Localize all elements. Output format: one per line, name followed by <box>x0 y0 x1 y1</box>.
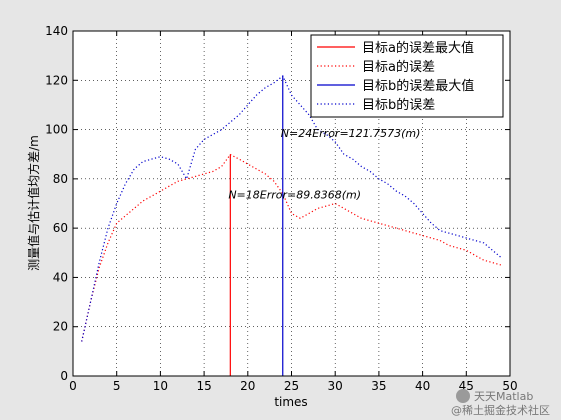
y-tick-label: 40 <box>53 270 68 284</box>
x-tick-label: 20 <box>240 379 255 393</box>
x-tick-label: 30 <box>328 379 343 393</box>
legend-box <box>310 34 504 118</box>
y-tick-label: 140 <box>45 24 68 38</box>
legend-label-2: 目标a的误差 <box>362 59 435 75</box>
x-tick-label: 25 <box>284 379 299 393</box>
x-tick-label: 40 <box>415 379 430 393</box>
y-tick-label: 120 <box>45 73 68 87</box>
annotation-a: N=18Error=89.8368(m) <box>228 189 361 202</box>
x-tick-label: 10 <box>153 379 168 393</box>
y-tick-label: 60 <box>53 221 68 235</box>
y-tick-label: 0 <box>60 369 68 383</box>
x-tick-label: 5 <box>113 379 121 393</box>
y-tick-label: 80 <box>53 172 68 186</box>
x-axis-label: times <box>274 395 307 409</box>
y-axis-label: 测量值与估计值均方差/m <box>26 135 41 271</box>
legend-label-4: 目标b的误差 <box>362 97 435 113</box>
watermark-icon <box>456 389 470 403</box>
max-lines-layer <box>229 75 284 376</box>
watermark-line1: 天天Matlab <box>474 390 533 403</box>
x-tick-label: 0 <box>69 379 77 393</box>
annotation-b: N=24Error=121.7573(m) <box>281 127 421 140</box>
y-tick-label: 20 <box>53 320 68 334</box>
y-tick-label: 100 <box>45 123 68 137</box>
x-tick-label: 15 <box>196 379 211 393</box>
watermark: 天天Matlab @稀土掘金技术社区 <box>451 389 550 417</box>
x-tick-label: 35 <box>371 379 386 393</box>
annotations: N=18Error=89.8368(m) N=24Error=121.7573(m… <box>228 127 420 202</box>
series-layer <box>81 75 502 342</box>
series-line-b <box>81 75 502 342</box>
legend-label-1: 目标a的误差最大值 <box>362 40 474 56</box>
watermark-line2: @稀土掘金技术社区 <box>451 403 550 417</box>
x-tick-label: 50 <box>502 379 517 393</box>
legend-label-3: 目标b的误差最大值 <box>362 78 474 94</box>
